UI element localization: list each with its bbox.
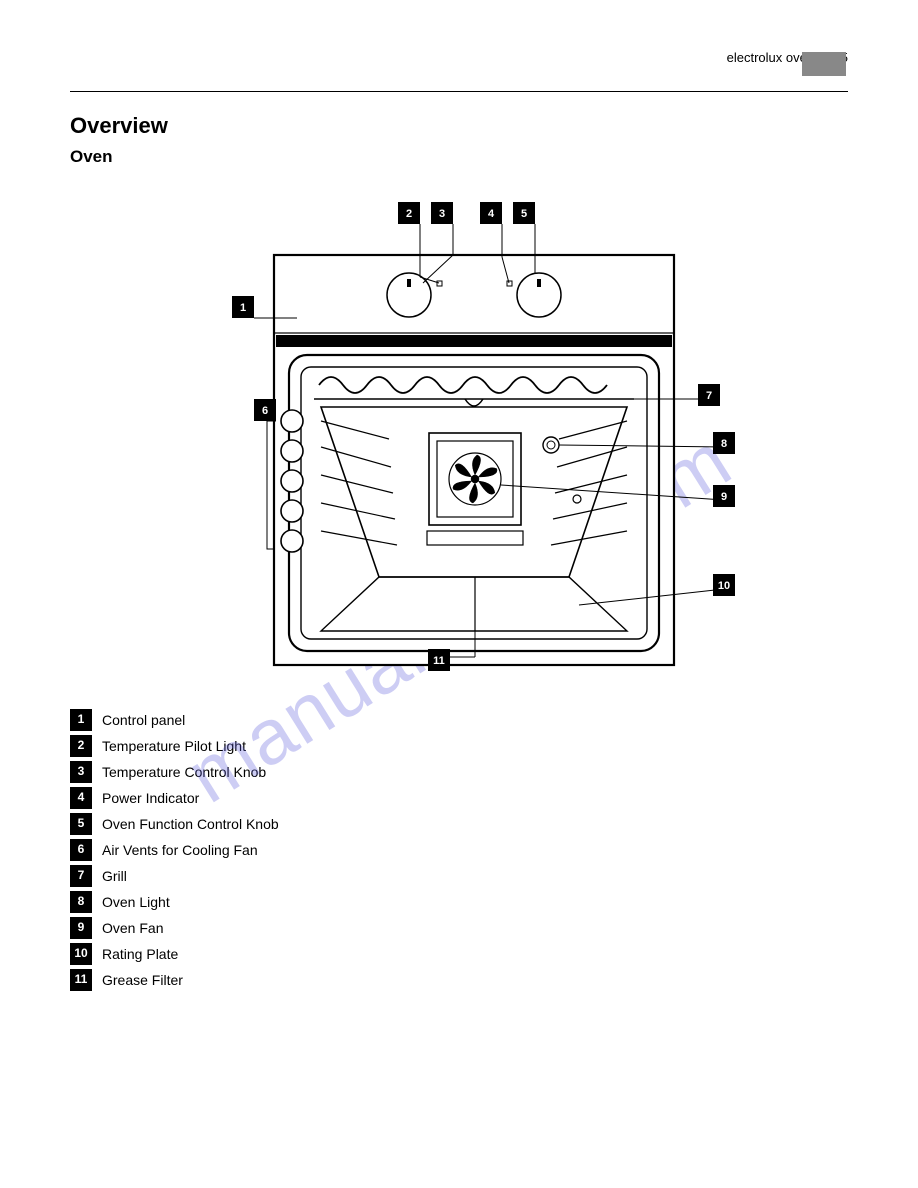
svg-text:5: 5: [521, 208, 527, 220]
legend-num: 7: [70, 865, 92, 887]
legend-text: Temperature Pilot Light: [102, 737, 246, 755]
legend-row: 7 Grill: [70, 865, 848, 887]
legend-num: 11: [70, 969, 92, 991]
legend-text: Control panel: [102, 711, 185, 729]
subsection-title: Oven: [70, 146, 848, 168]
callout-9: 9: [713, 485, 735, 507]
legend-row: 4 Power Indicator: [70, 787, 848, 809]
legend-row: 11 Grease Filter: [70, 969, 848, 991]
legend-num: 2: [70, 735, 92, 757]
callout-10: 10: [713, 574, 735, 596]
callout-8: 8: [713, 432, 735, 454]
callout-2: 2: [398, 202, 420, 224]
legend-row: 2 Temperature Pilot Light: [70, 735, 848, 757]
svg-text:2: 2: [406, 208, 412, 220]
callout-3: 3: [431, 202, 453, 224]
oven-diagram: 1 2 3 4 5 6 7 8 9 10 11: [179, 185, 739, 679]
legend-num: 10: [70, 943, 92, 965]
breadcrumb: electrolux overview 5: [70, 50, 848, 67]
legend-row: 6 Air Vents for Cooling Fan: [70, 839, 848, 861]
legend-row: 9 Oven Fan: [70, 917, 848, 939]
svg-text:7: 7: [706, 390, 712, 402]
legend: 1Control panel 2Temperature Pilot Light …: [70, 709, 848, 991]
legend-num: 3: [70, 761, 92, 783]
svg-text:1: 1: [240, 302, 246, 314]
legend-text: Grill: [102, 867, 127, 885]
legend-text: Oven Light: [102, 893, 170, 911]
page: electrolux overview 5 Overview Oven manu…: [0, 0, 918, 1188]
legend-num: 4: [70, 787, 92, 809]
legend-num: 8: [70, 891, 92, 913]
svg-text:3: 3: [439, 208, 445, 220]
legend-text: Grease Filter: [102, 971, 183, 989]
legend-row: 1 Control panel: [70, 709, 848, 731]
callout-4: 4: [480, 202, 502, 224]
legend-row: 5 Oven Function Control Knob: [70, 813, 848, 835]
legend-num: 5: [70, 813, 92, 835]
legend-row: 3 Temperature Control Knob: [70, 761, 848, 783]
legend-text: Air Vents for Cooling Fan: [102, 841, 258, 859]
svg-text:9: 9: [721, 491, 727, 503]
legend-num: 6: [70, 839, 92, 861]
svg-text:8: 8: [721, 438, 727, 450]
svg-text:10: 10: [718, 580, 730, 592]
legend-num: 1: [70, 709, 92, 731]
legend-row: 10 Rating Plate: [70, 943, 848, 965]
legend-text: Power Indicator: [102, 789, 199, 807]
legend-num: 9: [70, 917, 92, 939]
legend-row: 8 Oven Light: [70, 891, 848, 913]
section-title: Overview: [70, 112, 848, 141]
legend-text: Temperature Control Knob: [102, 763, 266, 781]
page-tab: [802, 52, 846, 76]
legend-text: Oven Function Control Knob: [102, 815, 279, 833]
callout-5: 5: [513, 202, 535, 224]
callout-11: 11: [428, 649, 450, 671]
callout-6: 6: [254, 399, 276, 421]
callout-1: 1: [232, 296, 254, 318]
svg-text:11: 11: [433, 655, 445, 667]
callout-7: 7: [698, 384, 720, 406]
legend-text: Rating Plate: [102, 945, 178, 963]
svg-text:6: 6: [262, 405, 268, 417]
header-rule: [70, 91, 848, 92]
oven-svg: 1 2 3 4 5 6 7 8 9 10 11: [179, 185, 739, 675]
svg-text:4: 4: [488, 208, 495, 220]
legend-text: Oven Fan: [102, 919, 163, 937]
